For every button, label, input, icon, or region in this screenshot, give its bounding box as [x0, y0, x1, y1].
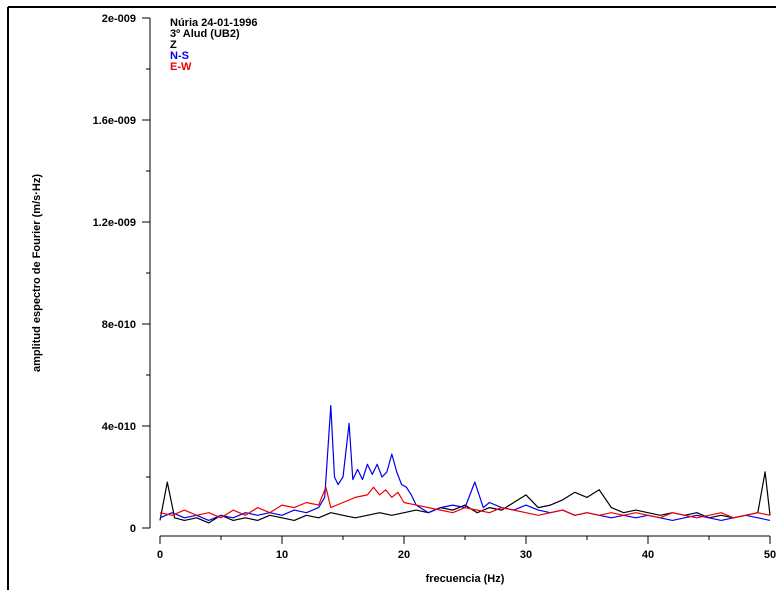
y-tick-label: 1.2e-009: [93, 217, 136, 229]
y-tick-label: 8e-010: [102, 319, 136, 331]
x-tick-label: 0: [157, 549, 163, 561]
x-tick-label: 10: [276, 549, 288, 561]
y-axis-label: amplitud espectro de Fourier (m/s·Hz): [31, 174, 43, 372]
legend-entry: Z: [170, 39, 177, 51]
y-axis: 0 4e-010 8e-010 1.2e-009 1.6e-009 2e-009: [93, 13, 151, 535]
y-tick-label: 2e-009: [102, 13, 136, 25]
legend-entry: Núria 24-01-1996: [170, 17, 257, 29]
legend-entry: N-S: [170, 50, 189, 62]
x-tick-label: 40: [642, 549, 654, 561]
x-tick-label: 50: [764, 549, 776, 561]
legend-entry: 3º Alud (UB2): [170, 28, 240, 40]
y-tick-label: 1.6e-009: [93, 115, 136, 127]
x-tick-label: 20: [398, 549, 410, 561]
plot-frame: [7, 6, 776, 590]
series-layer: [159, 405, 771, 524]
series-line-e-w: [159, 486, 771, 519]
x-tick-label: 30: [520, 549, 532, 561]
x-axis-label: frecuencia (Hz): [426, 573, 505, 585]
y-tick-label: 0: [130, 523, 136, 535]
legend-entry: E-W: [170, 61, 192, 73]
series-line-n-s: [159, 405, 771, 522]
series-line-z: [159, 471, 771, 524]
y-tick-label: 4e-010: [102, 421, 136, 433]
x-axis: 0 10 20 30 40 50: [157, 535, 776, 561]
